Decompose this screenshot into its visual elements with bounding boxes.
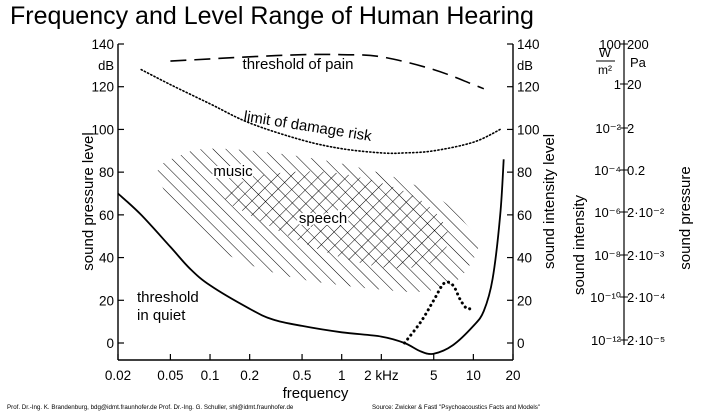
x-axis-title: frequency bbox=[283, 385, 349, 402]
y-axis-title-right: sound intensity level bbox=[541, 134, 558, 269]
sound-intensity-axis-title: sound intensity bbox=[571, 194, 588, 295]
threshold-of-pain-curve bbox=[170, 53, 485, 90]
y-tick-label-left: 100 bbox=[91, 122, 114, 137]
limit-of-damage-risk-label: limit of damage risk bbox=[243, 108, 374, 145]
intensity-value: 10⁻⁶ bbox=[594, 205, 621, 220]
y-tick-label-left: 120 bbox=[91, 80, 114, 95]
x-tick-label: 2 kHz bbox=[364, 368, 399, 383]
speech-region bbox=[225, 171, 449, 269]
y-axis-title-left: sound pressure level bbox=[80, 132, 97, 270]
y-tick-label-left: 40 bbox=[99, 251, 114, 266]
pressure-value: 2·10⁻³ bbox=[627, 248, 665, 263]
pressure-value: 20 bbox=[627, 77, 641, 92]
y-tick-label-right: 120 bbox=[517, 80, 540, 95]
pressure-value: 200 bbox=[627, 37, 649, 52]
intensity-value: 100 bbox=[599, 37, 621, 52]
footer-authors: Prof. Dr.-Ing. K. Brandenburg, bdg@idmt.… bbox=[7, 404, 294, 411]
intensity-unit-numerator: W bbox=[599, 45, 612, 60]
music-label: music bbox=[213, 163, 253, 180]
y-tick-label-right: 80 bbox=[517, 165, 532, 180]
intensity-value: 10⁻¹² bbox=[591, 333, 622, 348]
y-tick-label-right: 140 bbox=[517, 37, 540, 52]
footer-source: Source: Zwicker & Fastl "Psychoacoustics… bbox=[372, 404, 541, 411]
dotted-peak-curve bbox=[403, 280, 475, 345]
y-unit-right: dB bbox=[517, 58, 533, 73]
x-tick-label: 0.02 bbox=[105, 368, 131, 383]
pressure-value: 2·10⁻⁵ bbox=[627, 333, 665, 348]
pressure-value: 2·10⁻⁴ bbox=[627, 290, 665, 305]
x-tick-label: 1 bbox=[338, 368, 346, 383]
y-unit-left: dB bbox=[98, 58, 114, 73]
y-tick-label-right: 100 bbox=[517, 122, 540, 137]
y-tick-label-left: 60 bbox=[99, 208, 114, 223]
page-title: Frequency and Level Range of Human Heari… bbox=[10, 2, 534, 30]
intensity-value: 10⁻⁴ bbox=[594, 163, 621, 178]
x-tick-label: 0.1 bbox=[201, 368, 220, 383]
pressure-value: 2 bbox=[627, 121, 634, 136]
y-tick-label-right: 60 bbox=[517, 208, 532, 223]
y-tick-label-left: 20 bbox=[99, 293, 114, 308]
threshold-in-quiet-curve bbox=[117, 159, 505, 355]
threshold-of-pain-label: threshold of pain bbox=[243, 56, 354, 73]
intensity-value: 10⁻⁸ bbox=[594, 248, 621, 263]
y-tick-label-right: 0 bbox=[517, 336, 525, 351]
intensity-value: 10⁻¹⁰ bbox=[590, 290, 621, 305]
x-tick-label: 0.2 bbox=[240, 368, 259, 383]
y-tick-label-left: 0 bbox=[106, 336, 114, 351]
intensity-unit-denominator: m² bbox=[598, 63, 612, 77]
intensity-value: 1 bbox=[614, 77, 621, 92]
pressure-unit-label: Pa bbox=[630, 55, 647, 70]
y-tick-label-right: 20 bbox=[517, 293, 532, 308]
x-tick-label: 0.5 bbox=[293, 368, 312, 383]
x-tick-label: 20 bbox=[505, 368, 520, 383]
y-tick-label-left: 80 bbox=[99, 165, 114, 180]
x-tick-label: 10 bbox=[466, 368, 481, 383]
intensity-value: 10⁻² bbox=[595, 121, 621, 136]
x-tick-label: 0.05 bbox=[157, 368, 183, 383]
sound-pressure-axis-title: sound pressure bbox=[677, 166, 694, 269]
limit-of-damage-risk-curve bbox=[140, 68, 501, 155]
speech-label: speech bbox=[299, 210, 347, 227]
pressure-value: 2·10⁻² bbox=[627, 205, 665, 220]
y-tick-label-right: 40 bbox=[517, 251, 532, 266]
threshold-in-quiet-label: threshold in quiet bbox=[137, 289, 199, 324]
y-tick-label-left: 140 bbox=[91, 37, 114, 52]
x-tick-label: 5 bbox=[430, 368, 438, 383]
pressure-value: 0.2 bbox=[627, 163, 645, 178]
